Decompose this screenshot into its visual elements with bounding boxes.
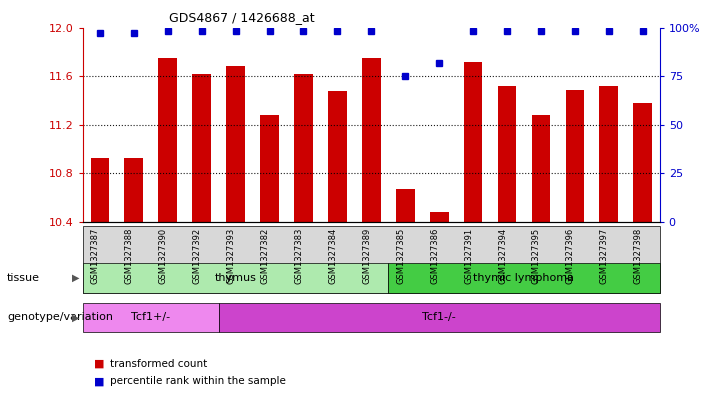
Text: GSM1327388: GSM1327388 bbox=[125, 228, 134, 284]
Text: ■: ■ bbox=[94, 376, 107, 386]
Text: thymus: thymus bbox=[215, 273, 257, 283]
Bar bbox=[599, 86, 618, 222]
Bar bbox=[430, 212, 448, 222]
Bar bbox=[362, 58, 381, 222]
Text: thymic lymphoma: thymic lymphoma bbox=[474, 273, 575, 283]
Text: GSM1327394: GSM1327394 bbox=[498, 228, 507, 284]
Bar bbox=[396, 189, 415, 222]
Text: GSM1327390: GSM1327390 bbox=[159, 228, 168, 284]
Text: GSM1327382: GSM1327382 bbox=[260, 228, 270, 284]
Text: GSM1327385: GSM1327385 bbox=[397, 228, 405, 284]
Bar bbox=[159, 58, 177, 222]
Text: GDS4867 / 1426688_at: GDS4867 / 1426688_at bbox=[169, 11, 315, 24]
Text: GSM1327391: GSM1327391 bbox=[464, 228, 473, 284]
Text: GSM1327389: GSM1327389 bbox=[363, 228, 371, 284]
Text: GSM1327393: GSM1327393 bbox=[226, 228, 236, 284]
Text: tissue: tissue bbox=[7, 273, 40, 283]
Bar bbox=[91, 158, 109, 222]
Bar bbox=[565, 90, 584, 222]
Text: ▶: ▶ bbox=[72, 273, 79, 283]
Text: genotype/variation: genotype/variation bbox=[7, 312, 113, 322]
Text: GSM1327398: GSM1327398 bbox=[634, 228, 642, 284]
Bar bbox=[328, 91, 347, 222]
Text: GSM1327396: GSM1327396 bbox=[566, 228, 575, 284]
Text: ▶: ▶ bbox=[72, 312, 79, 322]
Text: transformed count: transformed count bbox=[110, 358, 207, 369]
Text: GSM1327387: GSM1327387 bbox=[91, 228, 100, 284]
Bar bbox=[260, 115, 279, 222]
Text: GSM1327392: GSM1327392 bbox=[193, 228, 202, 284]
Text: percentile rank within the sample: percentile rank within the sample bbox=[110, 376, 286, 386]
Text: GSM1327384: GSM1327384 bbox=[328, 228, 337, 284]
Bar bbox=[226, 66, 245, 222]
Text: GSM1327386: GSM1327386 bbox=[430, 228, 439, 284]
Bar bbox=[634, 103, 652, 222]
Bar bbox=[531, 115, 550, 222]
Bar bbox=[464, 62, 482, 222]
Bar bbox=[193, 74, 211, 222]
Text: GSM1327397: GSM1327397 bbox=[600, 228, 609, 284]
Bar bbox=[497, 86, 516, 222]
Text: GSM1327383: GSM1327383 bbox=[294, 228, 304, 284]
Bar bbox=[125, 158, 143, 222]
Text: GSM1327395: GSM1327395 bbox=[532, 228, 541, 284]
Text: Tcf1+/-: Tcf1+/- bbox=[131, 312, 170, 322]
Text: ■: ■ bbox=[94, 358, 107, 369]
Text: Tcf1-/-: Tcf1-/- bbox=[423, 312, 456, 322]
Bar bbox=[294, 74, 313, 222]
